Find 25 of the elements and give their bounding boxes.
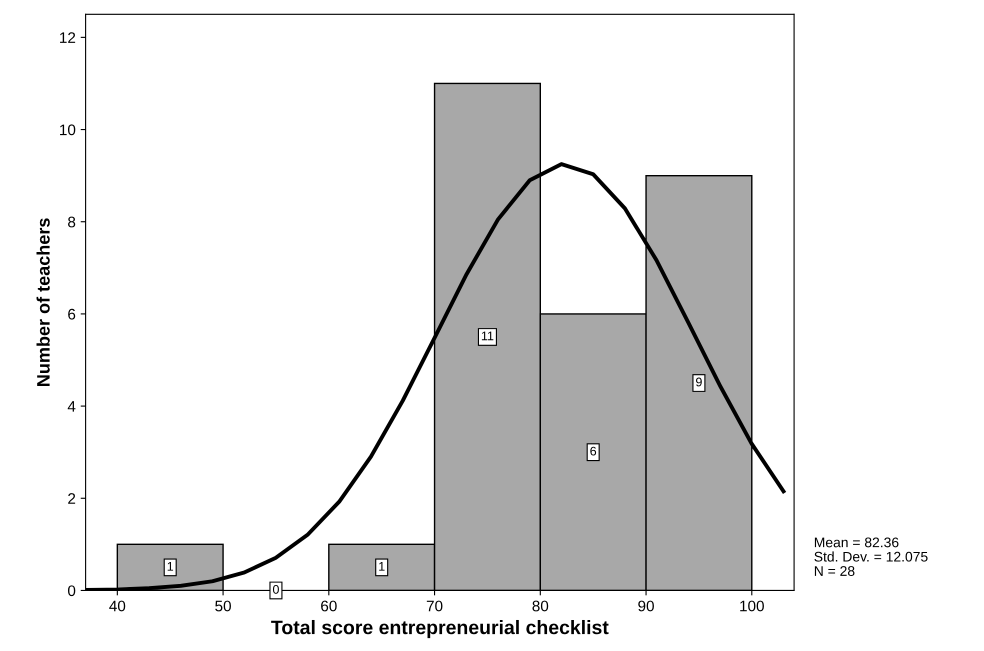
data-label: 1 [168,562,174,571]
y-tick-label: 0 [68,585,76,596]
x-tick-label: 90 [638,600,654,612]
y-tick-label: 6 [68,308,76,320]
text: Mean = 82.36 [814,537,898,548]
data-label: 11 [482,332,494,340]
x-tick-label: 100 [740,600,764,612]
data-label: 1 [379,562,385,571]
y-tick-label: 8 [68,216,76,228]
x-tick-label: 60 [321,600,337,612]
y-axis-title: Number of teachers [36,218,50,386]
text: N = 28 [814,566,854,576]
y-tick-label: 10 [60,124,76,136]
data-label: 0 [272,584,279,594]
y-tick-label: 12 [60,32,76,43]
x-tick-label: 40 [109,600,126,612]
x-tick-label: 70 [426,600,442,612]
data-label: 9 [696,378,702,386]
x-tick-label: 50 [215,600,231,612]
x-tick-label: 80 [532,600,548,612]
data-label: 6 [590,446,596,456]
x-axis-title: Total score entrepreneurial checklist [271,620,609,638]
text: Std. Dev. = 12.075 [814,551,928,562]
y-tick-label: 2 [68,493,76,504]
y-tick-label: 4 [68,401,76,412]
